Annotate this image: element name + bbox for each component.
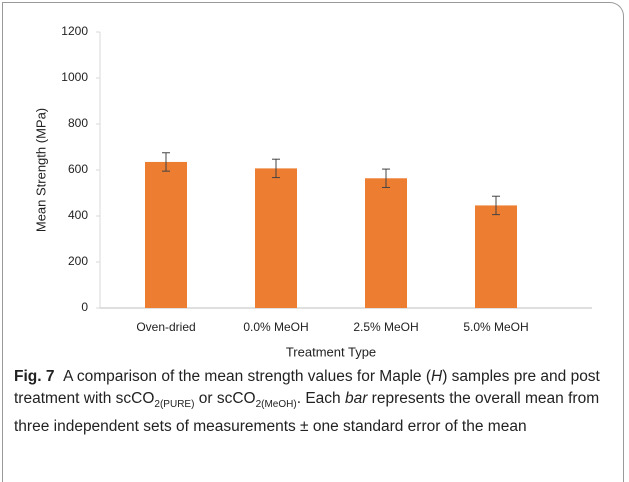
caption-text: or scCO <box>194 390 256 407</box>
x-axis-title: Treatment Type <box>286 344 376 359</box>
x-tick-label: 0.0% MeOH <box>243 320 308 334</box>
error-bar <box>492 195 500 216</box>
y-tick-label: 0 <box>81 300 88 314</box>
caption-text: represents the overall mean from three i… <box>14 390 600 436</box>
y-tick-label: 200 <box>68 254 88 268</box>
caption-text: . Each <box>296 390 345 407</box>
error-bar <box>382 168 390 188</box>
error-bar <box>162 152 170 172</box>
y-axis-title: Mean Strength (MPa) <box>33 108 48 232</box>
x-tick-label: Oven-dried <box>136 320 195 334</box>
caption-text: bar <box>344 390 368 407</box>
caption-text: ) samples pre and post treatment with sc… <box>14 368 600 407</box>
caption-subscript: 2(PURE) <box>154 399 195 411</box>
caption: Fig. 7 A comparison of the mean strength… <box>14 366 610 438</box>
y-tick-label: 600 <box>68 162 88 176</box>
caption-text: H <box>431 368 443 385</box>
bar <box>255 168 297 308</box>
y-tick-label: 1000 <box>61 70 88 84</box>
x-tick-label: 2.5% MeOH <box>353 320 418 334</box>
y-tick-label: 1200 <box>61 24 88 38</box>
bar <box>145 161 187 308</box>
bar <box>365 178 407 308</box>
y-tick-label: 800 <box>68 116 88 130</box>
caption-label: Fig. 7 <box>14 368 55 385</box>
bar <box>475 205 517 308</box>
y-tick-label: 400 <box>68 208 88 222</box>
caption-subscript: 2(MeOH) <box>255 399 297 411</box>
error-bar <box>272 158 280 179</box>
x-tick-label: 5.0% MeOH <box>463 320 528 334</box>
caption-text: A comparison of the mean strength values… <box>63 368 431 385</box>
chart: Mean Strength (MPa) Treatment Type 0 200 4… <box>33 24 592 359</box>
